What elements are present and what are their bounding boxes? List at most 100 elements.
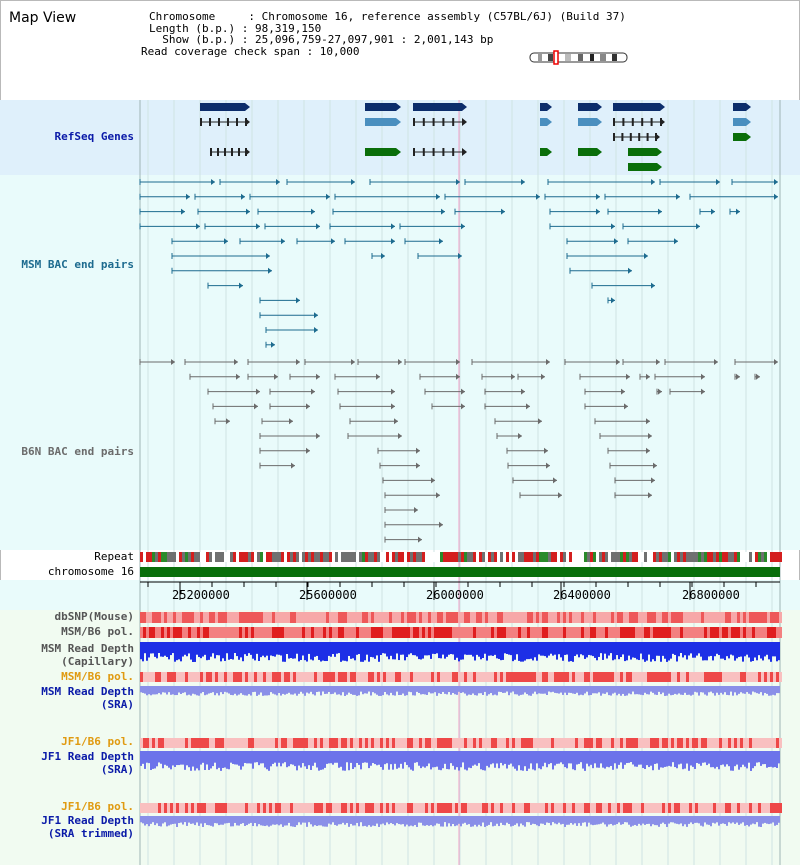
depth-bar [694,751,696,769]
refseq-gene [432,148,435,156]
pol-cell [242,672,245,682]
depth-bar [494,816,496,826]
pol-cell [734,738,737,748]
pol-cell [770,672,773,682]
pol-cell [677,738,680,748]
repeat-segment [464,552,467,562]
depth-bar [180,642,182,662]
depth-bar [444,816,446,823]
depth-bar [776,642,778,662]
repeat-segment [719,552,722,562]
depth-bar [666,642,668,662]
depth-bar [252,642,254,659]
depth-bar [412,751,414,771]
pol-cell [518,672,521,682]
b6n-bac-pair [254,403,258,410]
pol-cell [668,803,671,813]
pol-cell [533,738,536,748]
depth-bar [292,642,294,659]
depth-bar [158,751,160,763]
pol-cell [470,803,473,813]
pol-cell [383,803,386,813]
depth-bar [524,686,526,693]
depth-bar [740,686,742,693]
repeat-segment [443,552,446,562]
depth-bar [510,686,512,693]
pol-cell [773,627,776,638]
depth-bar [314,816,316,826]
pol-cell [149,738,152,748]
dbsnp-cell [728,612,731,623]
depth-bar [158,686,160,694]
b6n-bac-pair [398,433,402,439]
depth-bar [258,642,260,661]
depth-bar [552,816,554,823]
depth-bar [684,751,686,769]
repeat-segment [641,552,644,562]
repeat-segment [209,552,212,562]
dbsnp-cell [149,612,152,623]
depth-bar [262,751,264,764]
pol-cell [686,738,689,748]
depth-bar [244,642,246,655]
depth-bar [626,686,628,696]
pol-cell [314,672,317,682]
depth-bar [538,686,540,694]
depth-bar [274,751,276,763]
pol-cell [155,672,158,682]
refseq-band [0,100,800,175]
repeat-segment [356,552,359,562]
msm-bac-pair [326,193,330,200]
depth-bar [568,642,570,662]
repeat-segment [272,552,275,562]
depth-bar [764,751,766,765]
depth-bar [284,751,286,763]
depth-bar [276,751,278,767]
pol-cell [305,803,308,813]
pol-cell [209,627,212,638]
dbsnp-cell [518,612,521,623]
depth-bar [256,686,258,696]
depth-bar [274,816,276,825]
depth-bar [630,686,632,695]
msm-bac-pair [256,223,260,230]
depth-bar [160,642,162,657]
msm-bac-pair [296,297,300,304]
pol-cell [161,738,164,748]
depth-bar [268,686,270,696]
pol-cell [707,672,710,682]
pol-cell [482,672,485,682]
depth-bar [766,686,768,694]
refseq-gene [631,118,634,126]
depth-bar [592,686,594,694]
pol-cell [167,627,170,638]
repeat-segment [659,552,662,562]
depth-bar [550,816,552,826]
track-label-refseq[interactable]: RefSeq Genes [54,130,134,143]
pol-cell [341,627,344,638]
depth-bar [450,816,452,827]
pol-cell [512,672,515,682]
depth-bar [156,816,158,824]
track-label-msm-bac[interactable]: MSM BAC end pairs [21,258,134,271]
refseq-gene [396,148,401,156]
track-label-b6n-bac[interactable]: B6N BAC end pairs [21,445,134,458]
depth-bar [238,751,240,766]
pol-cell [365,738,368,748]
repeat-segment [296,552,299,562]
depth-bar [620,686,622,696]
refseq-gene [432,118,435,126]
depth-bar [360,816,362,823]
depth-bar [520,816,522,824]
depth-bar [372,642,374,658]
depth-bar [210,816,212,826]
pol-cell [773,803,776,813]
depth-bar [282,642,284,662]
depth-bar [250,751,252,764]
depth-bar [326,816,328,827]
repeat-segment [677,552,680,562]
pol-cell [434,738,437,748]
dbsnp-cell [311,612,314,623]
repeat-segment [461,552,464,562]
